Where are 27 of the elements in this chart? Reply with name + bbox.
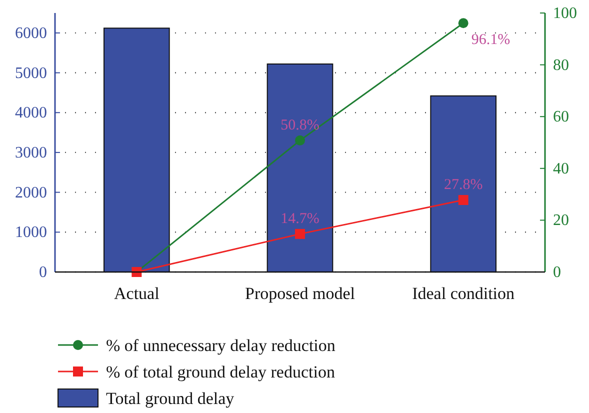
y-tick-label: 1000 bbox=[15, 224, 47, 242]
point bbox=[295, 228, 305, 239]
y2-tick-label: 0 bbox=[553, 264, 561, 281]
y-tick-label: 6000 bbox=[15, 24, 47, 42]
point bbox=[458, 18, 468, 28]
y-tick-label: 2000 bbox=[15, 184, 47, 202]
x-tick-label: Proposed model bbox=[244, 284, 356, 303]
x-tick-label: Ideal condition bbox=[412, 284, 516, 303]
legend-label: % of total ground delay reduction bbox=[106, 362, 336, 382]
data-label: 96.1% bbox=[471, 32, 510, 48]
y2-tick-label: 100 bbox=[553, 5, 577, 22]
point bbox=[458, 195, 468, 205]
y-tick-label: 3000 bbox=[15, 144, 47, 162]
point bbox=[295, 135, 305, 146]
y-tick-label: 4000 bbox=[15, 104, 47, 122]
x-tick-label: Actual bbox=[114, 284, 160, 303]
data-label: 50.8% bbox=[280, 117, 320, 134]
y-tick-label: 5000 bbox=[15, 64, 47, 82]
legend-label: Total ground delay bbox=[106, 389, 235, 408]
y2-tick-label: 80 bbox=[553, 56, 569, 74]
y-tick-label: 0 bbox=[39, 264, 47, 281]
data-label: 27.8% bbox=[444, 177, 483, 193]
y2-tick-label: 60 bbox=[553, 108, 569, 126]
y2-tick-label: 40 bbox=[553, 160, 569, 178]
data-label: 14.7% bbox=[280, 210, 320, 227]
legend-label: % of unnecessary delay reduction bbox=[106, 336, 336, 355]
y2-tick-label: 20 bbox=[553, 212, 569, 230]
